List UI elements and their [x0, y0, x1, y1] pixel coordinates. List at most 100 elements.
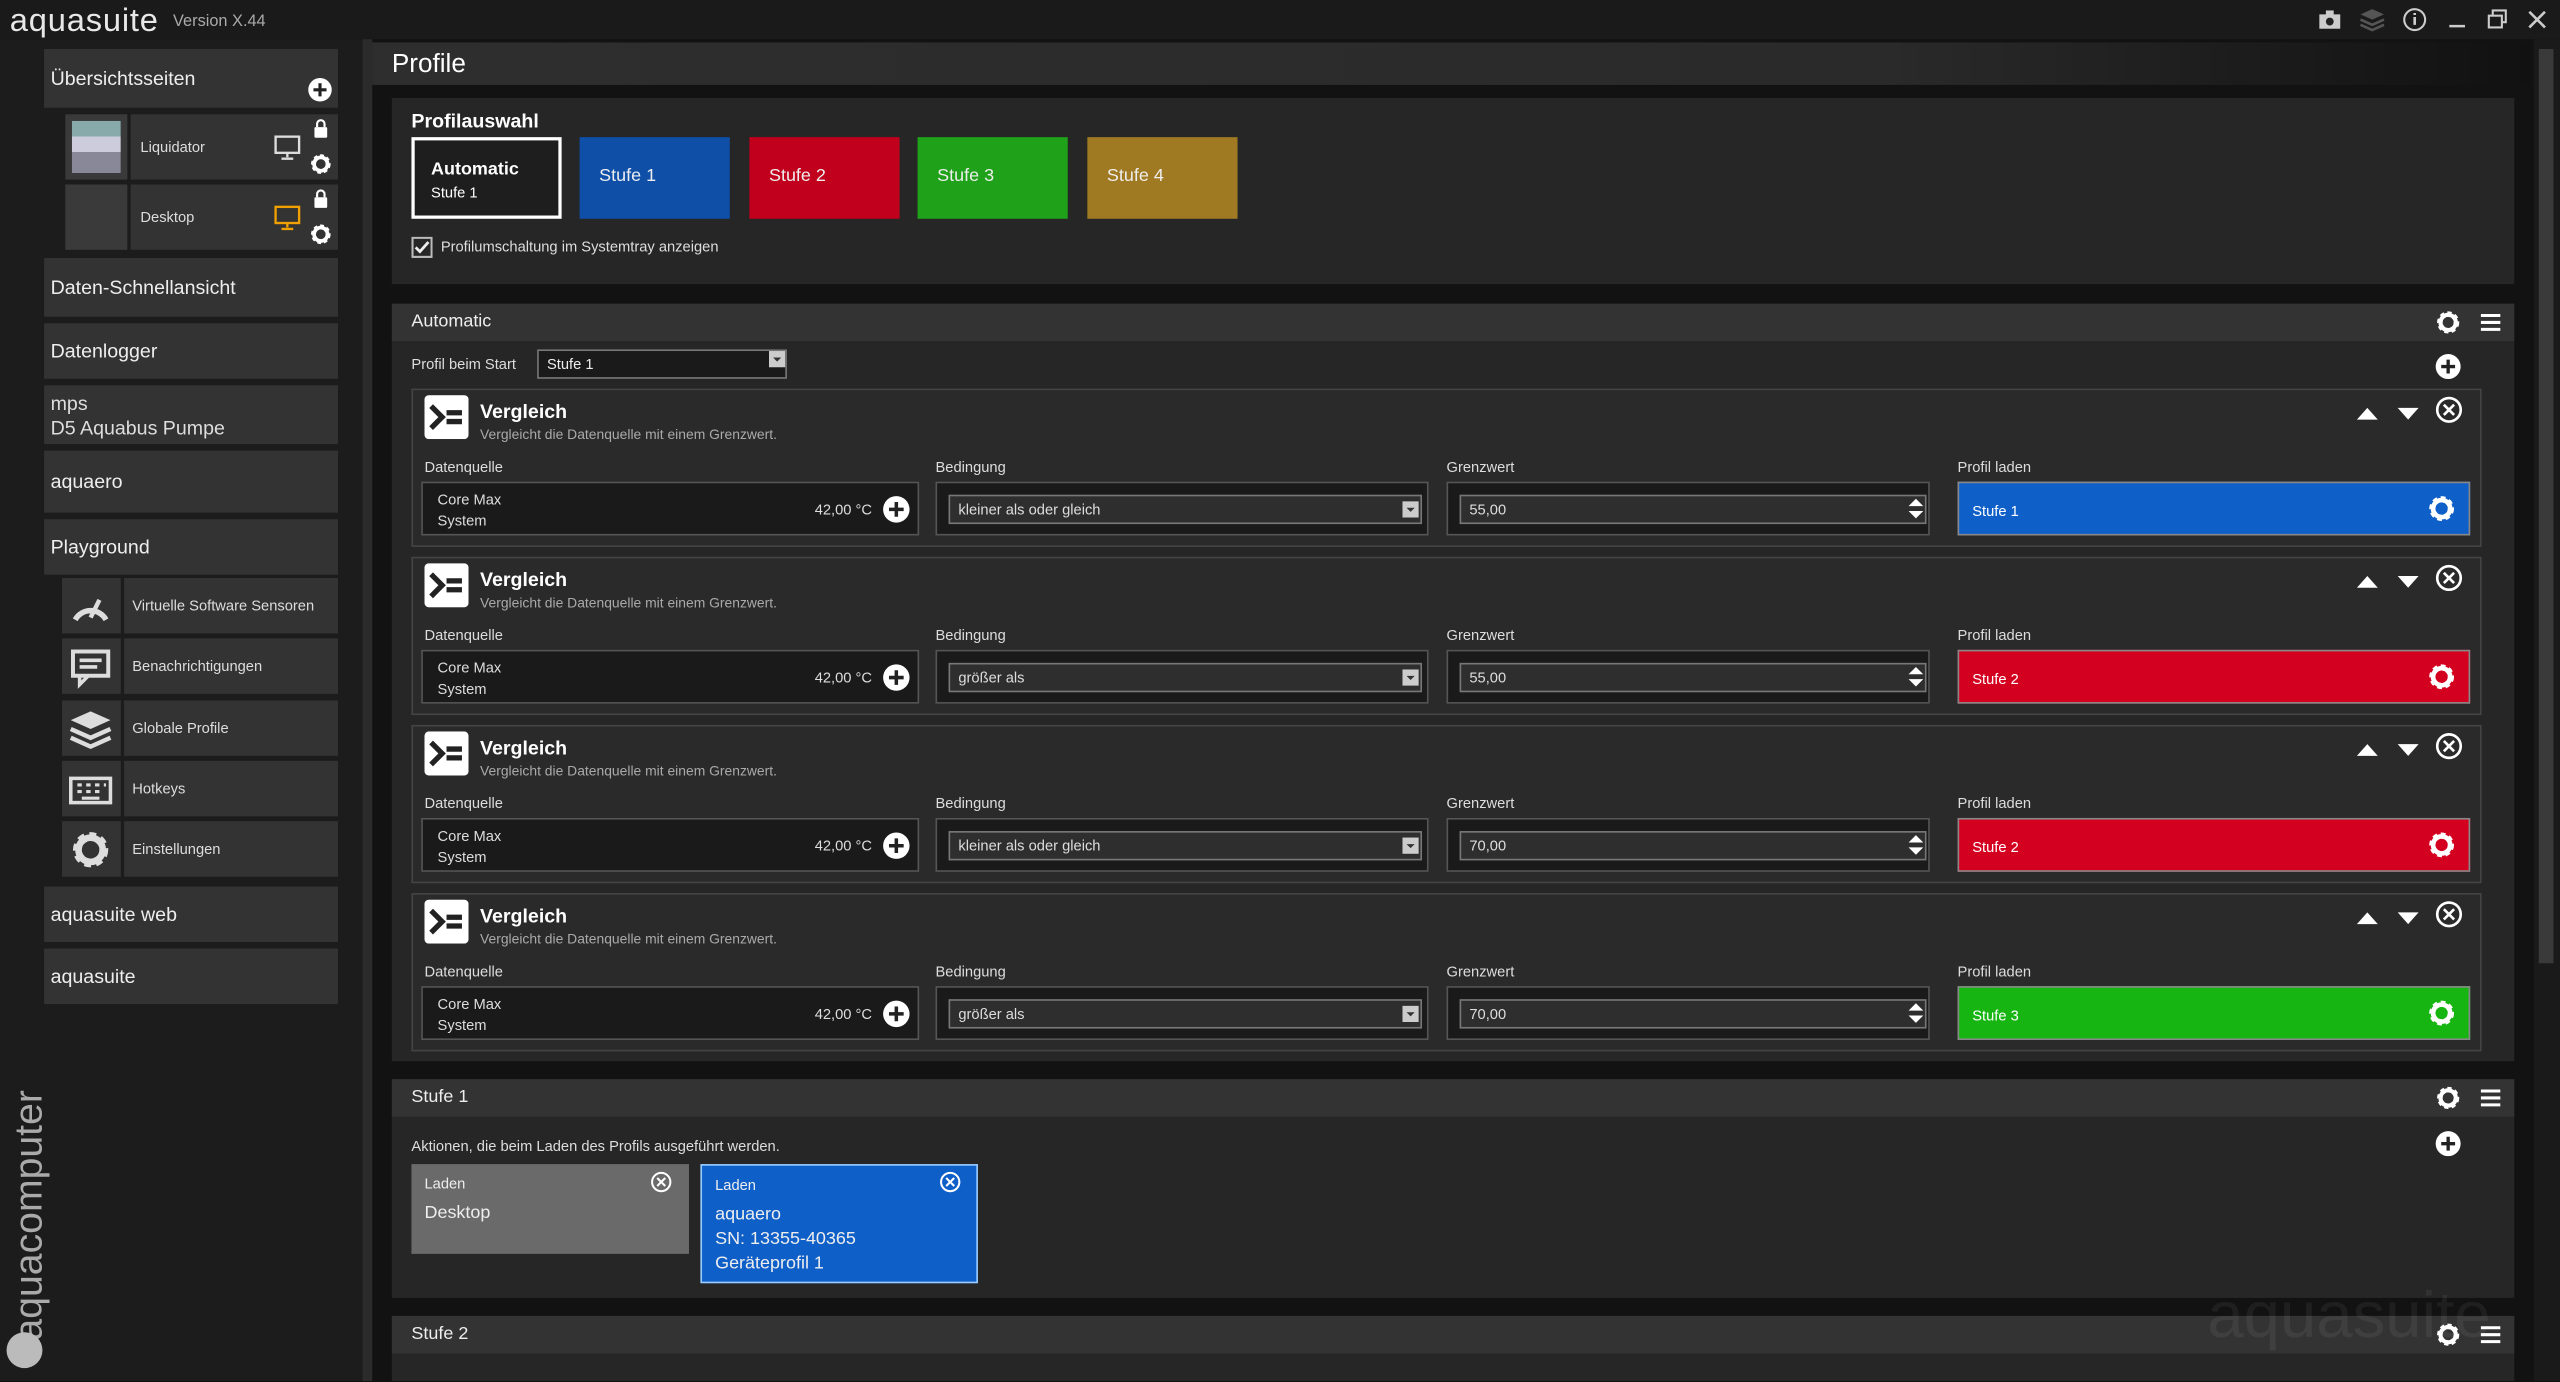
up-icon[interactable]	[2354, 400, 2380, 426]
close-icon[interactable]	[650, 1171, 673, 1194]
gear-icon[interactable]	[2434, 309, 2462, 337]
profile-button[interactable]: Stufe 2	[749, 137, 900, 219]
spin-icon[interactable]	[1904, 496, 1928, 520]
gear-icon[interactable]	[2426, 661, 2457, 692]
plus-icon[interactable]	[2434, 353, 2462, 381]
condition-select[interactable]: größer als	[948, 999, 1423, 1029]
x-icon[interactable]	[2524, 7, 2550, 33]
plus-icon[interactable]	[882, 999, 911, 1028]
bubble-icon[interactable]	[69, 645, 113, 690]
page-item[interactable]: Desktop	[130, 184, 338, 250]
page-item[interactable]: Liquidator	[130, 114, 338, 180]
gear-icon[interactable]	[2434, 1321, 2462, 1349]
down-icon[interactable]	[2395, 400, 2421, 426]
sidebar-section[interactable]: Datenlogger	[44, 323, 338, 379]
close-icon[interactable]	[2434, 563, 2463, 592]
caret-icon[interactable]	[1402, 669, 1419, 686]
compare-icon[interactable]	[424, 731, 469, 776]
compare-icon[interactable]	[424, 395, 469, 440]
close-icon[interactable]	[2434, 395, 2463, 424]
playground-item[interactable]: Einstellungen	[124, 821, 338, 878]
check-icon[interactable]	[411, 236, 433, 258]
gear-icon[interactable]	[309, 222, 333, 246]
playground-item[interactable]: Virtuelle Software Sensoren	[124, 577, 338, 634]
down-icon[interactable]	[2395, 904, 2421, 930]
caret-icon[interactable]	[768, 351, 786, 368]
compare-icon[interactable]	[424, 563, 469, 608]
sidebar-link[interactable]: aquasuite	[44, 948, 338, 1005]
gear-icon[interactable]	[2434, 1084, 2462, 1112]
plus-icon[interactable]	[307, 77, 333, 103]
monitor-icon[interactable]	[273, 132, 302, 161]
down-icon[interactable]	[2395, 736, 2421, 762]
profile-field[interactable]: Stufe 2	[1957, 817, 2471, 872]
overview-header[interactable]: Übersichtsseiten	[44, 48, 338, 108]
playground-item[interactable]: Benachrichtigungen	[124, 638, 338, 695]
compare-icon[interactable]	[424, 899, 469, 944]
limit-input[interactable]: 55,00	[1459, 494, 1927, 525]
profile-field[interactable]: Stufe 2	[1957, 649, 2471, 704]
up-icon[interactable]	[2354, 904, 2380, 930]
aquaero-item[interactable]: aquaero	[44, 450, 338, 513]
playground-item[interactable]: Hotkeys	[124, 760, 338, 817]
spin-icon[interactable]	[1904, 664, 1928, 688]
layers-icon[interactable]	[69, 706, 113, 750]
profile-field[interactable]: Stufe 3	[1957, 986, 2471, 1040]
caret-icon[interactable]	[1402, 1005, 1419, 1023]
scrollbar-thumb[interactable]	[2538, 48, 2554, 964]
profile-button[interactable]: Stufe 4	[1087, 137, 1238, 219]
condition-select[interactable]: größer als	[948, 662, 1423, 693]
lock-icon[interactable]	[310, 188, 331, 209]
action-card[interactable]: Laden aquaero SN: 13355-40365 Geräteprofil …	[700, 1164, 978, 1284]
plus-icon[interactable]	[2434, 1130, 2462, 1158]
spin-icon[interactable]	[1904, 1001, 1928, 1025]
condition-select[interactable]: kleiner als oder gleich	[948, 494, 1423, 525]
min-icon[interactable]	[2444, 7, 2470, 33]
sidebar-section[interactable]: Daten-Schnellansicht	[44, 257, 338, 317]
limit-input[interactable]: 55,00	[1459, 662, 1927, 693]
profile-button[interactable]: Stufe 3	[917, 137, 1068, 219]
info-icon[interactable]	[2402, 7, 2428, 33]
gauge-icon[interactable]	[69, 584, 113, 628]
gear-icon[interactable]	[2426, 493, 2457, 524]
close-icon[interactable]	[939, 1171, 962, 1194]
close-icon[interactable]	[2434, 900, 2463, 929]
monitor-icon[interactable]	[273, 202, 302, 231]
gear-icon[interactable]	[2426, 829, 2457, 860]
plus-icon[interactable]	[882, 831, 911, 860]
device-item[interactable]: mps D5 Aquabus Pumpe	[44, 385, 338, 445]
source-field[interactable]: Core Max System 42,00 °C	[421, 481, 920, 536]
playground-header[interactable]: Playground	[44, 519, 338, 575]
sidebar-link[interactable]: aquasuite web	[44, 886, 338, 943]
spin-icon[interactable]	[1904, 833, 1928, 857]
source-field[interactable]: Core Max System 42,00 °C	[421, 817, 920, 872]
action-card[interactable]: Laden Desktop	[411, 1164, 689, 1254]
keyboard-icon[interactable]	[69, 767, 113, 811]
limit-input[interactable]: 70,00	[1459, 831, 1927, 861]
plus-icon[interactable]	[882, 495, 911, 524]
plus-icon[interactable]	[882, 663, 911, 692]
profile-button[interactable]: Automatic Stufe 1	[411, 137, 562, 219]
menu-icon[interactable]	[2477, 1321, 2505, 1349]
caret-icon[interactable]	[1402, 837, 1419, 854]
camera-icon[interactable]	[2317, 7, 2343, 33]
up-icon[interactable]	[2354, 736, 2380, 762]
source-field[interactable]: Core Max System 42,00 °C	[421, 986, 920, 1040]
limit-input[interactable]: 70,00	[1459, 999, 1927, 1029]
start-select[interactable]: Stufe 1	[537, 349, 787, 379]
playground-item[interactable]: Globale Profile	[124, 699, 338, 756]
gear-icon[interactable]	[69, 828, 113, 872]
caret-icon[interactable]	[1402, 501, 1419, 518]
max-icon[interactable]	[2485, 7, 2511, 33]
layers-icon[interactable]	[2359, 7, 2385, 33]
down-icon[interactable]	[2395, 568, 2421, 594]
profile-button[interactable]: Stufe 1	[579, 137, 730, 219]
menu-icon[interactable]	[2477, 1084, 2505, 1112]
condition-select[interactable]: kleiner als oder gleich	[948, 831, 1423, 861]
menu-icon[interactable]	[2477, 309, 2505, 337]
source-field[interactable]: Core Max System 42,00 °C	[421, 649, 920, 704]
gear-icon[interactable]	[2426, 998, 2457, 1029]
up-icon[interactable]	[2354, 568, 2380, 594]
gear-icon[interactable]	[309, 152, 333, 176]
close-icon[interactable]	[2434, 731, 2463, 760]
